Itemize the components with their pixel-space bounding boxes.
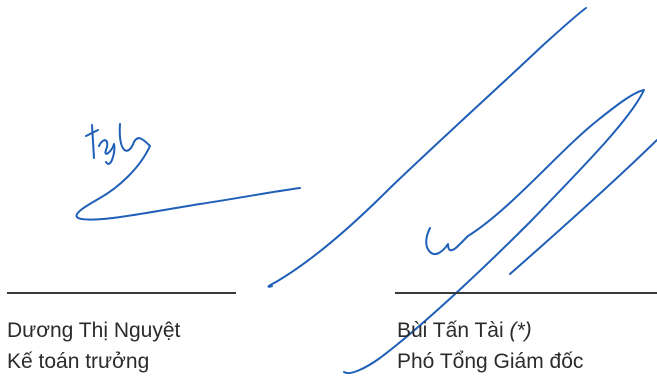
signer-title: Kế toán trưởng — [7, 350, 150, 373]
signature-right-stroke-loop — [425, 227, 469, 256]
signature-line-right — [395, 292, 657, 294]
signature-right-stroke-main — [267, 7, 587, 288]
signer-name-line: Bùi Tấn Tài (*) — [397, 315, 583, 346]
signer-name: Bùi Tấn Tài — [397, 319, 504, 342]
signer-block-right: Bùi Tấn Tài (*) Phó Tổng Giám đốc — [397, 315, 583, 377]
signer-block-left: Dương Thị Nguyệt Kế toán trưởng — [7, 315, 180, 377]
signature-line-left — [7, 292, 236, 294]
footnote-marker: (*) — [509, 319, 532, 342]
signature-left-stroke — [75, 123, 301, 221]
signer-name: Dương Thị Nguyệt — [7, 319, 181, 342]
signature-right-stroke-tail — [343, 89, 645, 374]
signer-title: Phó Tổng Giám đốc — [397, 350, 584, 373]
signature-right-stroke-slash — [509, 139, 657, 275]
